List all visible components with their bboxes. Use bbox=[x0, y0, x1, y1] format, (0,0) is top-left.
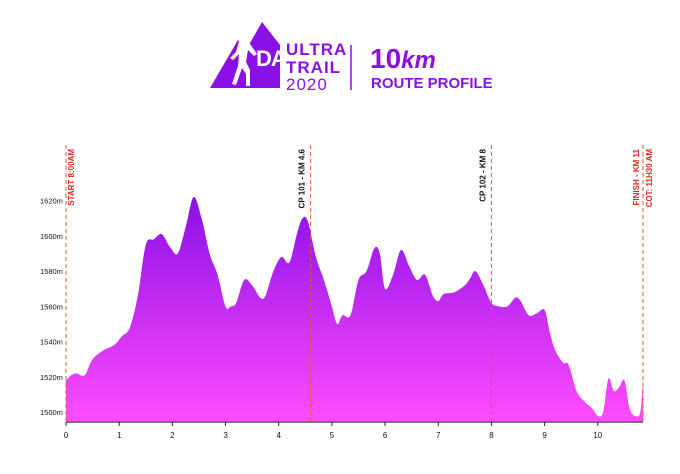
logo-year: 2020 bbox=[286, 75, 328, 94]
marker-checkpoint: CP 101 - KM 4.6 bbox=[298, 145, 312, 421]
x-tick-label: 4 bbox=[276, 431, 281, 440]
marker-finish: FINISH - KM 11 COT: 11H30 AM bbox=[632, 145, 654, 421]
x-tick-label: 1 bbox=[117, 431, 122, 440]
x-tick-label: 7 bbox=[436, 431, 441, 440]
distance-title: 10km bbox=[370, 43, 436, 74]
x-tick-label: 9 bbox=[542, 431, 547, 440]
x-tick-label: 6 bbox=[383, 431, 388, 440]
header: DALAT ULTRA TRAIL 2020 10km ROUTE PROFIL… bbox=[210, 22, 493, 94]
x-tick-label: 2 bbox=[170, 431, 175, 440]
y-tick-label: 1620m bbox=[40, 197, 63, 206]
y-tick-label: 1600m bbox=[40, 232, 63, 241]
logo-letters: DALAT bbox=[256, 46, 325, 71]
runner-icon bbox=[230, 24, 257, 86]
y-tick-label: 1500m bbox=[40, 408, 63, 417]
marker-checkpoint: CP 102 - KM 8 bbox=[478, 145, 492, 421]
distance-number: 10 bbox=[370, 43, 401, 74]
logo-trail: TRAIL bbox=[286, 58, 341, 77]
marker-start: START 8:00AM bbox=[65, 145, 76, 421]
logo: DALAT bbox=[210, 22, 326, 88]
marker-label-secondary: COT: 11H30 AM bbox=[645, 149, 654, 208]
x-tick-label: 3 bbox=[223, 431, 228, 440]
y-tick-label: 1580m bbox=[40, 267, 63, 276]
y-tick-label: 1560m bbox=[40, 302, 63, 311]
x-tick-label: 8 bbox=[489, 431, 494, 440]
y-tick-label: 1520m bbox=[40, 373, 63, 382]
distance-unit: km bbox=[401, 47, 436, 74]
route-profile-subtitle: ROUTE PROFILE bbox=[371, 75, 493, 92]
x-tick-label: 5 bbox=[330, 431, 335, 440]
marker-label: CP 102 - KM 8 bbox=[478, 148, 487, 201]
marker-label: START 8:00AM bbox=[67, 149, 76, 206]
marker-label: FINISH - KM 11 bbox=[632, 148, 641, 205]
x-tick-label: 0 bbox=[64, 431, 69, 440]
logo-ultra: ULTRA bbox=[286, 40, 347, 59]
x-tick-label: 10 bbox=[593, 431, 602, 440]
marker-label: CP 101 - KM 4.6 bbox=[298, 148, 307, 208]
elevation-area bbox=[66, 196, 643, 421]
y-tick-label: 1540m bbox=[40, 338, 63, 347]
